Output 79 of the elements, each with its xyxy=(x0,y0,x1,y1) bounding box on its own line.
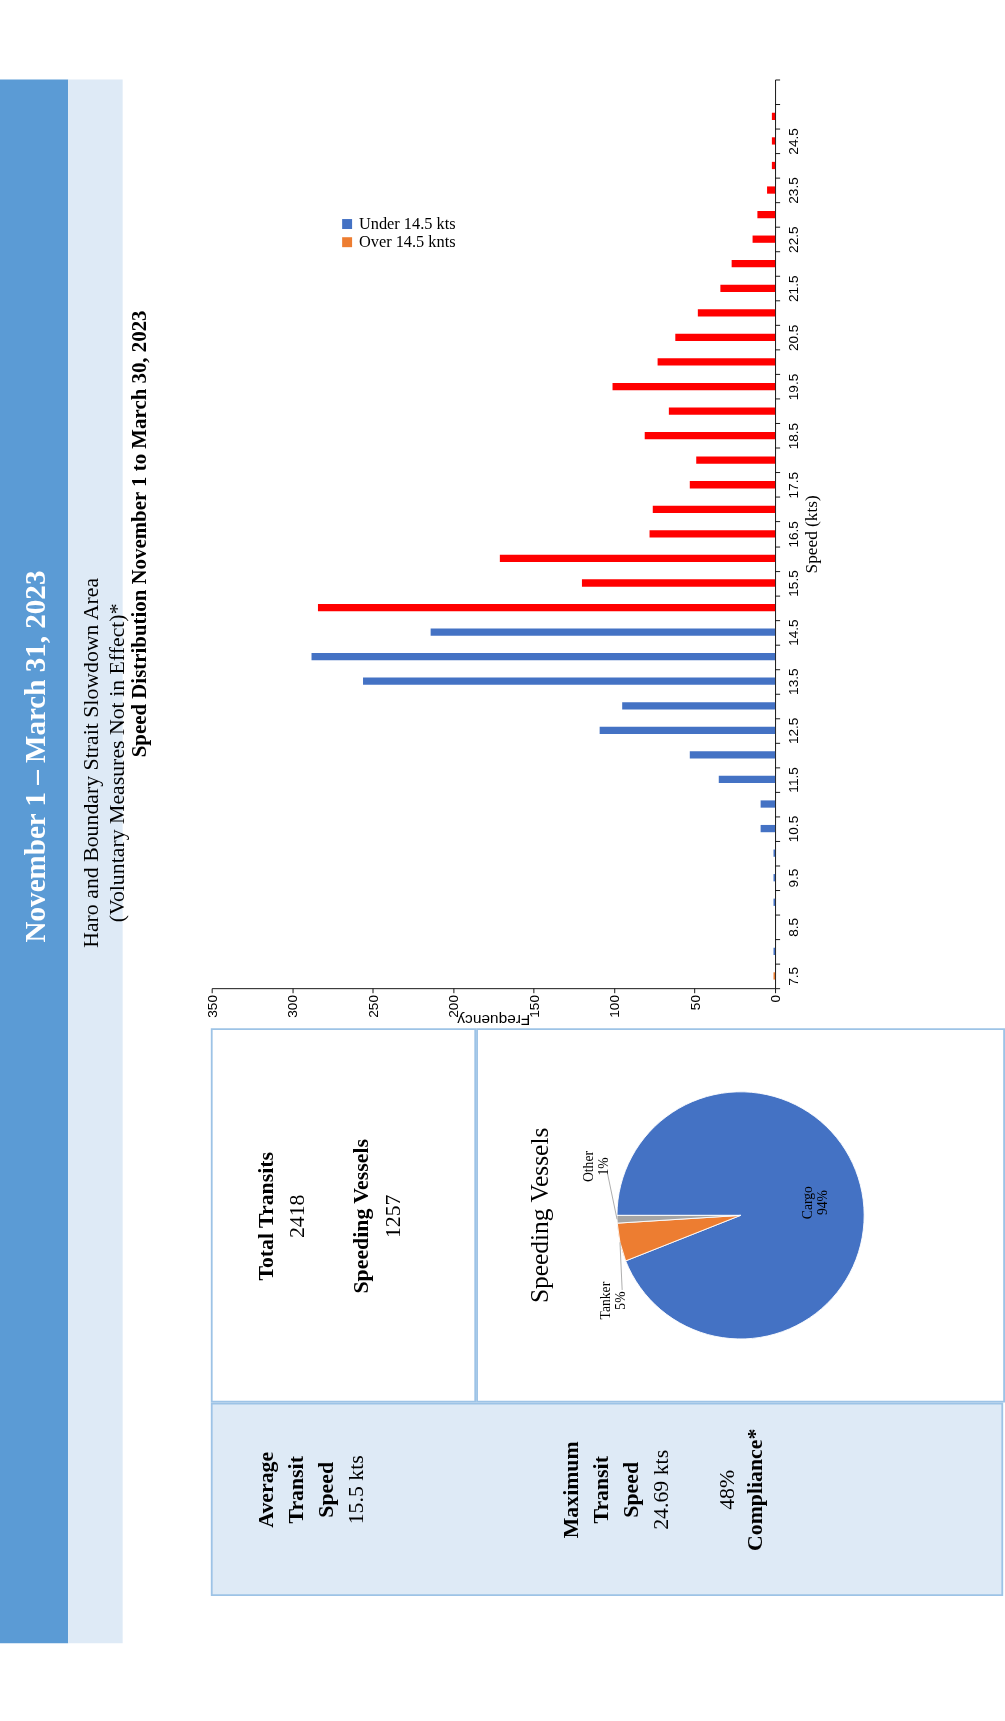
bar xyxy=(499,554,776,563)
text: 1257 xyxy=(380,1194,405,1239)
bar xyxy=(649,530,776,538)
bar xyxy=(767,186,776,194)
bar xyxy=(430,628,776,636)
bar xyxy=(718,775,776,784)
y-tick-label: 24.5 xyxy=(786,128,802,155)
text: 24.69 kts xyxy=(648,1449,673,1530)
x-tick-label: 0 xyxy=(768,994,784,1003)
x-tick-label: 50 xyxy=(687,994,703,1011)
bar xyxy=(317,603,776,612)
text: (Voluntary Measures Not in Effect)* xyxy=(105,603,130,923)
y-tick-label: 7.5 xyxy=(786,966,802,986)
bar xyxy=(771,112,776,121)
text: Speeding Vessels xyxy=(524,1127,554,1304)
bar xyxy=(771,137,776,145)
data-label: 94% xyxy=(815,1190,831,1216)
x-tick-label: 300 xyxy=(285,994,301,1018)
text: November 1 – March 31, 2023 xyxy=(19,570,52,943)
x-tick-label: 100 xyxy=(607,994,623,1018)
bar xyxy=(668,407,776,415)
bar xyxy=(363,677,776,685)
bar xyxy=(622,702,776,710)
bar xyxy=(689,481,776,489)
y-tick-label: 21.5 xyxy=(786,275,802,303)
bar xyxy=(696,456,776,464)
y-tick-label: 13.5 xyxy=(786,668,802,695)
y-axis-title: Speed (kts) xyxy=(802,495,822,574)
x-tick-label: 250 xyxy=(365,994,381,1018)
pie-slice xyxy=(616,1091,865,1340)
x-tick-label: 350 xyxy=(204,994,220,1018)
y-tick-label: 15.5 xyxy=(786,570,802,597)
slice-label: Tanker xyxy=(597,1281,613,1320)
y-tick-label: 19.5 xyxy=(786,373,802,401)
y-tick-label: 20.5 xyxy=(786,324,802,352)
y-tick-label: 8.5 xyxy=(786,917,802,937)
text: 15.5 kts xyxy=(344,1455,369,1525)
bar xyxy=(657,358,776,366)
bar xyxy=(760,800,776,808)
y-tick-label: 17.5 xyxy=(786,471,802,499)
bar xyxy=(652,505,776,513)
bar xyxy=(752,235,776,243)
text: Maximum Transit Speed xyxy=(558,1441,643,1539)
slice-label: Cargo xyxy=(800,1185,816,1220)
text: 2418 xyxy=(285,1194,310,1239)
text: Speeding Vessels xyxy=(349,1139,374,1294)
bar xyxy=(771,161,776,170)
bar xyxy=(675,333,776,342)
y-tick-label: 12.5 xyxy=(786,717,802,745)
y-tick-label: 23.5 xyxy=(786,177,802,204)
bar xyxy=(720,284,776,292)
text: 48% xyxy=(715,1469,740,1510)
bar xyxy=(731,260,776,268)
text: Total Transits xyxy=(253,1151,278,1281)
bar xyxy=(612,382,776,391)
y-tick-label: 11.5 xyxy=(786,767,802,793)
bar xyxy=(757,210,776,219)
bar xyxy=(581,579,776,587)
text: Compliance* xyxy=(743,1428,768,1551)
bar xyxy=(311,653,776,661)
bar xyxy=(697,309,776,317)
data-label: 5% xyxy=(613,1291,629,1310)
bar xyxy=(760,824,776,833)
text: Speed Distribution November 1 to March 30, 2023 xyxy=(127,310,152,758)
bar xyxy=(644,432,776,440)
bar xyxy=(599,726,776,734)
text: Haro and Boundary Strait Slowdown Area xyxy=(79,577,104,948)
slice-label: Other xyxy=(580,1150,596,1183)
y-tick-label: 9.5 xyxy=(786,868,802,888)
y-tick-label: 10.5 xyxy=(786,815,802,843)
legend-label: Over 14.5 knts xyxy=(358,231,456,251)
data-label: 1% xyxy=(596,1157,612,1176)
y-tick-label: 22.5 xyxy=(786,226,802,253)
y-tick-label: 18.5 xyxy=(786,422,802,450)
legend-label: Under 14.5 kts xyxy=(358,213,456,233)
y-tick-label: 16.5 xyxy=(786,521,802,548)
text: Average Transit Speed xyxy=(253,1451,338,1528)
y-tick-label: 14.5 xyxy=(786,619,802,646)
bar xyxy=(689,751,776,759)
